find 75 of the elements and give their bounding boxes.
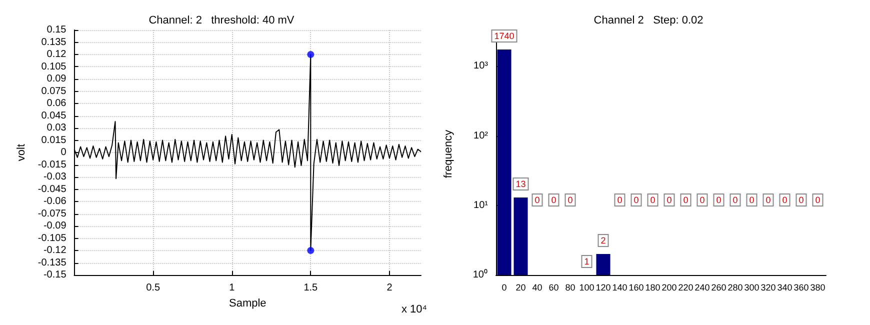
x-tick-label: 140 (612, 282, 628, 292)
y-tick-label: 0.105 (41, 61, 67, 72)
x-tick-label: 60 (548, 282, 559, 292)
x-tick-label: 120 (596, 282, 611, 292)
y-tick-label: 0.15 (46, 24, 67, 36)
y-tick-label: 0.075 (41, 86, 67, 97)
chart-title: Channel: 2 threshold: 40 mV (148, 14, 295, 26)
x-tick-label: 280 (728, 282, 743, 292)
y-tick-label: -0.105 (38, 232, 67, 244)
text: 0 (798, 195, 804, 205)
text: 0 (732, 195, 738, 205)
data-label: 13 (516, 178, 526, 189)
x-tick-label: 360 (794, 282, 809, 292)
x-tick-label: 1.5 (304, 282, 318, 294)
text: 0 (650, 195, 656, 205)
y-tick-label: 10³ (474, 60, 489, 72)
y-tick-label: -0.075 (38, 208, 67, 220)
y-tick-label: -0.09 (43, 220, 67, 232)
x-axis-title: Sample (228, 297, 266, 310)
y-tick-label: 0.135 (41, 36, 67, 48)
text: x 10⁴ (401, 304, 428, 316)
x-tick-label: 0 (502, 282, 507, 292)
x-tick-label: 20 (516, 282, 526, 292)
y-tick-label: 0 (60, 147, 67, 158)
x-tick-label: 0.5 (146, 282, 160, 294)
data-label: 1 (584, 256, 590, 266)
y-tick-label: -0.015 (38, 159, 67, 170)
y-tick-label: 0.09 (46, 74, 67, 84)
x-tick-label: 320 (760, 282, 776, 292)
x-tick-label: 180 (645, 282, 660, 292)
text: 0 (568, 195, 573, 205)
y-tick-label: 0.06 (46, 98, 67, 109)
x-tick-label: 160 (628, 282, 644, 292)
y-tick-label: -0.135 (38, 257, 67, 268)
x-tick-label: 40 (532, 282, 542, 292)
y-tick-label: -0.03 (43, 172, 67, 182)
data-label: 2 (600, 236, 606, 246)
x-tick-label: 380 (810, 282, 826, 292)
text: 0 (749, 195, 754, 205)
y-tick-label: 0.015 (41, 134, 67, 146)
x-tick-label: 100 (579, 282, 594, 292)
x-tick-label: 240 (694, 282, 710, 292)
text: 0 (683, 195, 688, 205)
x-tick-label: 80 (565, 282, 576, 292)
x-tick-label: 2 (386, 282, 393, 294)
text: 0 (534, 195, 540, 205)
y-tick-label: 0.03 (46, 122, 67, 134)
text: 0 (815, 195, 820, 205)
y-tick-label: -0.15 (43, 270, 67, 280)
chart-title: Channel 2 Step: 0.02 (594, 14, 704, 26)
text: 0 (634, 195, 639, 205)
x-tick-label: 1 (229, 282, 236, 294)
text: 0 (551, 195, 556, 205)
x-tick-label: 220 (678, 282, 694, 292)
text: 0 (782, 195, 788, 205)
y-axis-title: volt (16, 144, 28, 162)
y-tick-label: 10⁰ (472, 268, 488, 280)
text: 0 (716, 195, 722, 205)
y-axis-title: frequency (442, 129, 454, 178)
x-tick-label: 340 (777, 282, 792, 292)
y-tick-label: 0.12 (46, 49, 67, 60)
text: 0 (766, 195, 771, 205)
y-tick-label: 10¹ (474, 200, 489, 211)
y-tick-label: -0.045 (38, 184, 67, 195)
x-tick-label: 200 (662, 282, 677, 292)
y-tick-label: 0.045 (41, 110, 67, 122)
data-label: 1740 (494, 30, 514, 41)
y-tick-label: -0.12 (43, 245, 67, 256)
x-tick-label: 300 (744, 282, 760, 292)
x-tick-label: 260 (711, 282, 726, 292)
y-tick-label: 10² (474, 130, 489, 142)
text: 0 (700, 195, 705, 205)
y-tick-label: -0.06 (43, 196, 67, 207)
text: 0 (617, 195, 622, 205)
text: 0 (666, 195, 672, 205)
